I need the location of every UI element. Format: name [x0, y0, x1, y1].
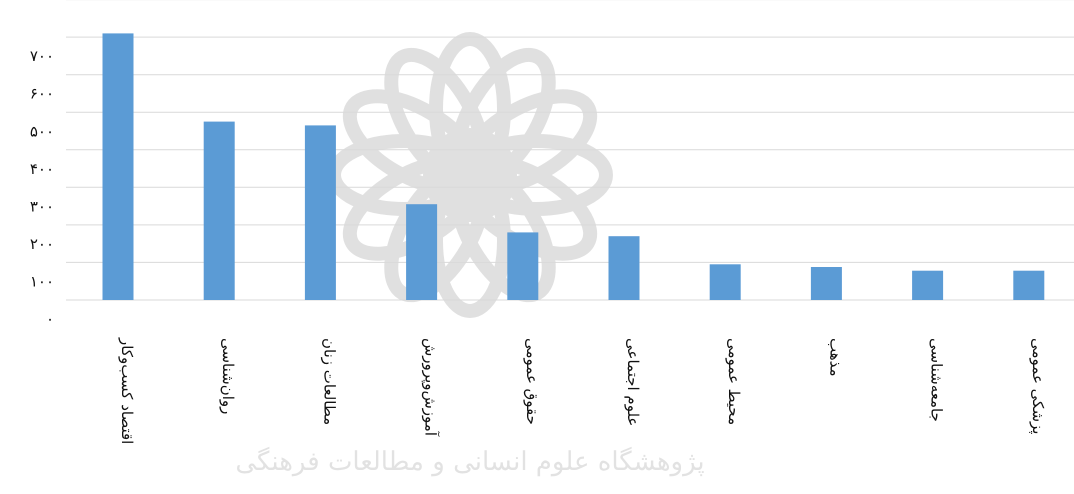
- bar: [406, 204, 438, 300]
- y-tick-label: ۶۰۰: [30, 85, 54, 103]
- x-tick-label: حقوق عمومی: [523, 338, 541, 425]
- bar: [304, 125, 336, 301]
- bar: [608, 236, 640, 300]
- y-tick-label: ۵۰۰: [30, 122, 54, 140]
- y-axis-ticks: ۰ ۱۰۰ ۲۰۰ ۳۰۰ ۴۰۰ ۵۰۰ ۶۰۰ ۷۰۰: [30, 47, 54, 328]
- x-tick-label: پزشکی عمومی: [1029, 338, 1047, 434]
- bar: [507, 232, 539, 300]
- y-tick-label: ۱۰۰: [30, 272, 54, 290]
- y-tick-label: ۰: [46, 310, 54, 328]
- watermark-text: پژوهشگاه علوم انسانی و مطالعات فرهنگی: [235, 446, 704, 477]
- x-tick-label: محیط عمومی: [725, 338, 743, 425]
- bar: [203, 121, 235, 300]
- x-tick-label: روان‌شناسی: [219, 338, 237, 414]
- y-tick-label: ۴۰۰: [30, 160, 54, 178]
- y-tick-label: ۲۰۰: [30, 235, 54, 253]
- x-tick-label: مذهب: [826, 338, 844, 377]
- x-tick-label: علوم اجتماعی: [624, 338, 642, 426]
- y-tick-label: ۷۰۰: [30, 47, 54, 65]
- x-tick-label: اقتصاد کسب‌وکار: [118, 337, 136, 444]
- bar: [102, 33, 134, 301]
- bar: [810, 267, 842, 300]
- y-tick-label: ۳۰۰: [30, 197, 54, 215]
- x-tick-label: جامعه‌شناسی: [928, 338, 946, 422]
- bars: [102, 33, 1045, 301]
- bar: [1013, 270, 1045, 300]
- x-tick-label: آموزش‌وپرورش: [422, 338, 440, 437]
- bar: [709, 264, 741, 300]
- x-axis-ticks: اقتصاد کسب‌وکار روان‌شناسی مطالعات زنان آمو…: [118, 337, 1047, 444]
- bar: [912, 270, 944, 300]
- watermark-seal: [327, 32, 613, 318]
- x-tick-label: مطالعات زنان: [320, 338, 338, 425]
